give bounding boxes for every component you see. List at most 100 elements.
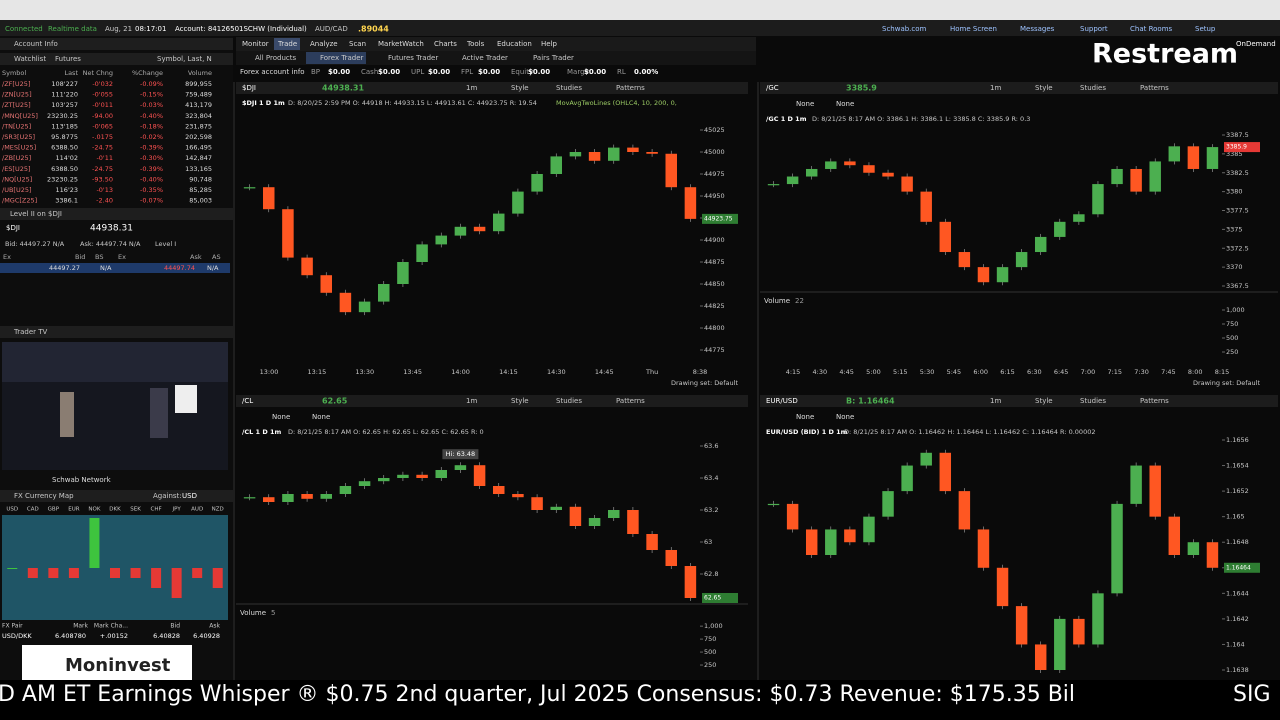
nav-tab[interactable]: Scan [349, 40, 366, 48]
label: RL [617, 68, 626, 76]
active-tab [274, 38, 300, 50]
candle [863, 516, 875, 543]
toolbar-button[interactable]: Patterns [616, 84, 645, 92]
label: /ES[U25] [2, 165, 31, 173]
toolbar-button[interactable]: Style [1035, 84, 1053, 92]
label: DKK [109, 507, 121, 513]
ticker-text: D AM ET Earnings Whisper ® $0.75 2nd qua… [0, 682, 1075, 707]
label: 8:00 [1188, 368, 1203, 376]
label: 14:30 [547, 368, 566, 376]
toolbar-button[interactable]: 1m [990, 397, 1001, 405]
candle [358, 481, 371, 486]
candle [282, 209, 294, 258]
label: OnDemand [1236, 40, 1276, 48]
toolbar-button[interactable]: Patterns [616, 397, 645, 405]
nav-tab[interactable]: Charts [434, 40, 457, 48]
toolbar-button[interactable]: Patterns [1140, 397, 1169, 405]
label: Watchlist [14, 55, 46, 63]
y-tick-label: 1,000 [704, 622, 723, 630]
top-link[interactable]: Home Screen [950, 25, 997, 33]
candle [882, 491, 894, 517]
label: AUD [191, 507, 203, 513]
candle [608, 510, 620, 518]
nav-tab[interactable]: Monitor [242, 40, 269, 48]
candle [844, 529, 856, 543]
toolbar-button[interactable]: Studies [556, 397, 582, 405]
label: 13:00 [260, 368, 279, 376]
nav-tab[interactable]: Trade [277, 40, 297, 48]
toolbar-button[interactable]: 1m [466, 397, 477, 405]
candle [939, 221, 952, 253]
fx-bar [110, 568, 120, 578]
label: 323,804 [185, 112, 212, 120]
subtab[interactable]: Futures Trader [388, 54, 438, 62]
label: Futures [55, 55, 81, 63]
nav-tab[interactable]: Help [541, 40, 558, 48]
label: 3385.9 [1226, 144, 1247, 151]
chart-toolbar [760, 82, 1278, 94]
top-link[interactable]: Setup [1195, 25, 1216, 33]
top-bar [0, 20, 1280, 36]
label: None [796, 100, 814, 108]
subtab[interactable]: Pairs Trader [533, 54, 574, 62]
label: Volume [764, 297, 790, 305]
nav-tab[interactable]: MarketWatch [378, 40, 424, 48]
candle [1054, 221, 1066, 237]
y-tick-label: 3375 [1226, 225, 1243, 233]
toolbar-button[interactable]: Studies [556, 84, 582, 92]
y-tick-label: 1.164 [1226, 640, 1245, 648]
nav-tab[interactable]: Tools [466, 40, 485, 48]
label: 08:17:01 [135, 25, 166, 33]
label: AUD/CAD [315, 25, 348, 33]
candle [320, 494, 332, 499]
label: 103'257 [51, 101, 78, 109]
nav-tab[interactable]: Analyze [310, 40, 338, 48]
label: 14:15 [499, 368, 518, 376]
toolbar-button[interactable]: Studies [1080, 84, 1106, 92]
subtab[interactable]: All Products [255, 54, 296, 62]
toolbar-button[interactable]: Studies [1080, 397, 1106, 405]
label: -0.40% [140, 112, 163, 120]
label: 7:30 [1134, 368, 1149, 376]
toolbar-button[interactable]: Style [511, 84, 529, 92]
label: 5:15 [893, 368, 908, 376]
last-price-tag [702, 593, 738, 603]
label: USD/DKK [2, 632, 32, 640]
top-link[interactable]: Schwab.com [882, 25, 927, 33]
y-tick-label: 44850 [704, 280, 725, 288]
label: $0.00 [328, 68, 350, 76]
label: Margin [567, 68, 591, 76]
candle [786, 176, 799, 185]
top-link[interactable]: Support [1080, 25, 1108, 33]
fx-bar [192, 568, 203, 578]
label: /TN[U25] [2, 122, 31, 130]
label: CAD [27, 507, 39, 513]
label: 85,285 [189, 186, 212, 194]
toolbar-button[interactable]: Patterns [1140, 84, 1169, 92]
top-link[interactable]: Chat Rooms [1130, 25, 1173, 33]
label: AS [212, 253, 221, 261]
last-price-tag [1224, 142, 1260, 153]
candle [397, 262, 409, 284]
candle [1187, 542, 1200, 555]
toolbar-button[interactable]: 1m [990, 84, 1001, 92]
label: 13:15 [308, 368, 327, 376]
label: /GC 1 D 1m [766, 115, 807, 123]
toolbar-button[interactable]: Style [1035, 397, 1053, 405]
label: SEK [130, 507, 141, 513]
label: -24.75 [92, 165, 113, 173]
label: UPL [411, 68, 424, 76]
toolbar-button[interactable]: 1m [466, 84, 477, 92]
toolbar-button[interactable]: Style [511, 397, 529, 405]
label: 133,165 [185, 165, 212, 173]
label: Aug, 21 [105, 25, 132, 33]
subtab[interactable]: Forex Trader [320, 54, 363, 62]
candle [996, 267, 1009, 283]
top-link[interactable]: Messages [1020, 25, 1055, 33]
candle [358, 301, 371, 313]
video-light [175, 385, 197, 413]
label: 90,748 [189, 175, 212, 183]
label: 6.408780 [55, 632, 86, 640]
subtab[interactable]: Active Trader [462, 54, 508, 62]
nav-tab[interactable]: Education [497, 40, 532, 48]
